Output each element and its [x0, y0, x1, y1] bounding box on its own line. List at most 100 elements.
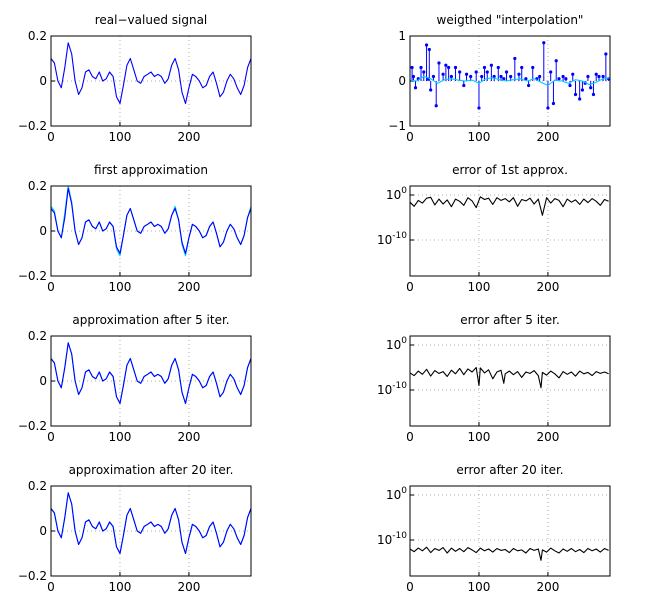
stem-marker	[531, 65, 535, 70]
y-tick-label: 0	[39, 74, 47, 88]
stem-marker	[527, 83, 531, 88]
y-tick-label: −0.2	[18, 269, 47, 283]
x-tick-label: 0	[47, 580, 55, 594]
y-tick-base: 10	[386, 488, 401, 502]
y-tick-label: 0.2	[28, 329, 47, 343]
y-tick-base: 10	[377, 533, 392, 547]
stem-marker	[453, 65, 458, 70]
stem-marker	[546, 106, 550, 110]
stem-marker	[431, 74, 436, 79]
stem-marker	[489, 63, 493, 67]
stem-marker	[482, 65, 487, 70]
x-tick-label: 100	[468, 430, 491, 444]
stem-marker	[427, 47, 431, 52]
stem-marker	[580, 88, 585, 92]
stem-marker	[437, 61, 441, 65]
y-tick-label: −0.2	[18, 119, 47, 133]
stem-marker	[568, 83, 572, 88]
x-tick-label: 100	[109, 130, 132, 144]
stem-marker	[502, 77, 506, 81]
stem-marker	[586, 74, 590, 79]
stem-marker	[542, 41, 546, 45]
stem-marker	[410, 65, 414, 70]
y-tick-base: 10	[377, 383, 392, 397]
series-line-2	[50, 492, 252, 555]
stem-marker	[561, 74, 565, 79]
x-tick-label: 0	[47, 130, 55, 144]
stem-marker	[573, 92, 578, 97]
plot-frame	[50, 35, 252, 127]
stem-marker	[422, 70, 426, 74]
chart-title: error of 1st approx.	[452, 163, 568, 177]
y-tick-base: 10	[386, 338, 401, 352]
y-tick-label: 100	[386, 336, 407, 352]
stem-marker	[462, 83, 466, 88]
stem-marker	[597, 74, 601, 79]
stem-marker	[413, 86, 418, 90]
stem-marker	[458, 70, 462, 74]
stem-marker	[434, 104, 438, 108]
stem-marker	[469, 74, 473, 79]
y-tick-exponent: 0	[401, 336, 407, 346]
y-tick-label: 0	[398, 74, 406, 88]
stem-marker	[492, 74, 496, 79]
stem-marker	[485, 70, 489, 74]
stem-marker	[429, 88, 433, 92]
stem-marker	[524, 77, 528, 81]
x-tick-label: 0	[47, 280, 55, 294]
y-tick-label: 0.2	[28, 179, 47, 193]
plot-frame	[50, 335, 252, 427]
chart-title: approximation after 20 iter.	[69, 463, 234, 477]
plot-frame	[409, 35, 611, 127]
plot-frame	[50, 185, 252, 277]
y-tick-label: 0.2	[28, 479, 47, 493]
x-tick-label: 100	[468, 580, 491, 594]
x-tick-label: 200	[177, 580, 200, 594]
stem-marker	[551, 101, 556, 106]
x-tick-label: 100	[468, 130, 491, 144]
y-tick-exponent: -10	[392, 531, 407, 541]
y-tick-label: 0	[39, 224, 47, 238]
stem-marker	[513, 56, 517, 61]
stem-marker	[564, 77, 568, 81]
chart-title: approximation after 5 iter.	[72, 313, 229, 327]
x-tick-label: 100	[109, 580, 132, 594]
stem-marker	[520, 65, 524, 70]
stem-marker	[557, 77, 561, 81]
x-tick-label: 0	[406, 580, 414, 594]
y-tick-exponent: -10	[392, 381, 407, 391]
stem-marker	[444, 63, 448, 67]
stem-marker	[419, 65, 423, 70]
x-tick-label: 200	[177, 280, 200, 294]
y-tick-label: 10-10	[377, 231, 407, 247]
stem-marker	[424, 43, 429, 47]
x-tick-label: 100	[109, 430, 132, 444]
y-tick-label: 0	[39, 374, 47, 388]
stem-marker	[517, 72, 521, 76]
series-line-1	[409, 546, 609, 561]
stem-marker	[571, 72, 575, 76]
stem-marker	[538, 74, 542, 79]
y-tick-label: −0.2	[18, 419, 47, 433]
x-tick-label: 200	[536, 580, 559, 594]
y-tick-label: 100	[386, 186, 407, 202]
x-tick-label: 200	[536, 430, 559, 444]
stem-marker	[496, 65, 500, 70]
chart-title: real−valued signal	[95, 13, 208, 27]
y-tick-exponent: 0	[401, 186, 407, 196]
y-tick-label: −0.2	[18, 569, 47, 583]
x-tick-label: 200	[536, 280, 559, 294]
plot-frame	[409, 335, 611, 427]
stem-marker	[591, 92, 596, 97]
series-line-1	[50, 42, 252, 105]
series-line-1	[409, 75, 611, 87]
